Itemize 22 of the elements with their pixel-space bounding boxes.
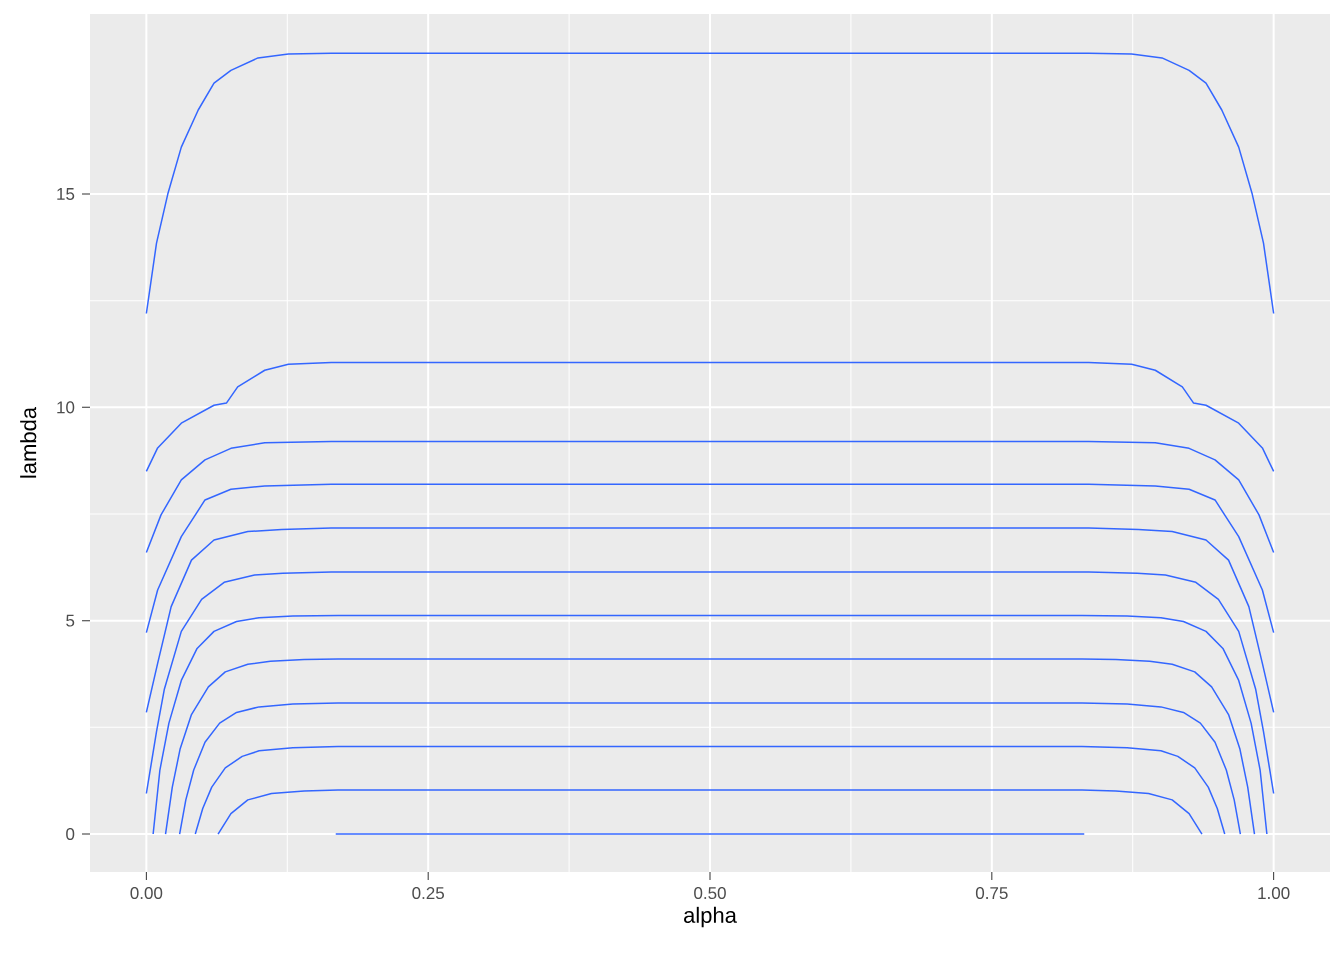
- line-series: [145, 571, 1275, 795]
- y-tick-label: 10: [57, 401, 75, 414]
- line-series: [217, 789, 1203, 835]
- line-series: [145, 52, 1275, 315]
- x-tick-label: 0.00: [130, 887, 163, 900]
- line-series: [178, 702, 1242, 835]
- line-series: [164, 658, 1256, 835]
- x-axis-title: alpha: [684, 906, 737, 928]
- y-tick-label: 15: [57, 188, 75, 200]
- x-tick-label: 0.75: [975, 887, 1008, 900]
- x-tick-label: 1.00: [1258, 887, 1290, 900]
- x-tick-label: 0.25: [412, 887, 445, 900]
- line-series: [145, 361, 1275, 473]
- y-tick-label: 5: [66, 614, 75, 627]
- x-tick-label: 0.50: [694, 887, 726, 900]
- y-axis-title: lambda: [20, 406, 37, 478]
- line-series: [145, 483, 1275, 634]
- line-series: [145, 440, 1275, 554]
- line-series: [194, 745, 1226, 835]
- line-series: [152, 614, 1268, 835]
- y-tick-label: 0: [66, 828, 75, 841]
- line-series: [145, 527, 1275, 714]
